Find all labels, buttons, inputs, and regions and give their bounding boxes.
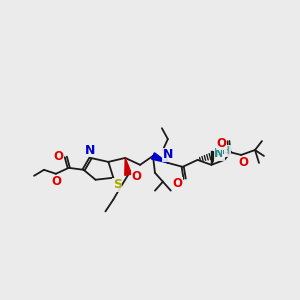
Text: N: N xyxy=(163,148,173,161)
Text: H: H xyxy=(222,146,230,156)
Text: O: O xyxy=(131,170,141,183)
Text: O: O xyxy=(54,150,64,164)
Text: O: O xyxy=(238,156,248,170)
Polygon shape xyxy=(125,158,132,176)
Text: O: O xyxy=(173,177,183,190)
Text: O: O xyxy=(52,175,62,188)
Text: S: S xyxy=(113,178,122,191)
Polygon shape xyxy=(152,153,168,163)
Text: O: O xyxy=(216,136,226,150)
Text: N: N xyxy=(214,148,224,160)
Polygon shape xyxy=(212,151,217,165)
Text: N: N xyxy=(84,143,95,157)
